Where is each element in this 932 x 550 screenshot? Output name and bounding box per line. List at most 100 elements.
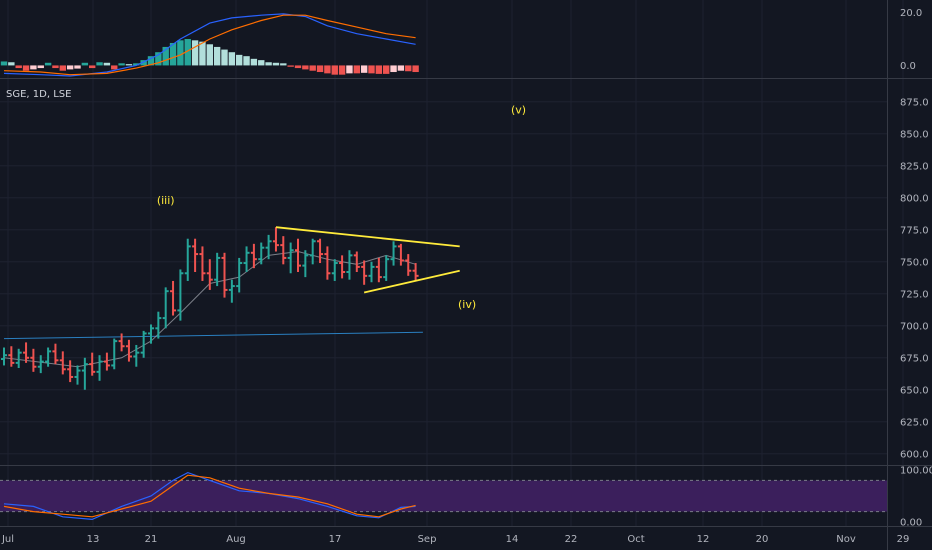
ohlc-bar xyxy=(265,234,272,260)
ohlc-bar xyxy=(74,365,81,385)
ohlc-bar xyxy=(280,236,287,265)
ohlc-bar xyxy=(228,279,235,303)
price-tick-label: 725.0 xyxy=(900,289,929,300)
time-tick-label: 20 xyxy=(756,534,769,545)
ohlc-bar xyxy=(103,352,110,371)
ohlc-bar xyxy=(295,238,301,272)
price-tick-label: 600.0 xyxy=(900,449,929,460)
macd-hist-bar xyxy=(287,65,294,67)
macd-hist-bar xyxy=(360,65,368,73)
time-tick-label: Aug xyxy=(226,534,246,545)
price-axis[interactable]: 875.0 850.0 825.0 800.0 775.0 750.0 725.0 700.0… xyxy=(900,97,929,460)
triangle-trendlines xyxy=(275,226,460,294)
wave-label: (iii) xyxy=(157,194,175,207)
ohlc-bar xyxy=(353,251,360,272)
price-tick-label: 700.0 xyxy=(900,321,929,332)
macd-hist-bar xyxy=(250,58,258,66)
trendline[interactable] xyxy=(275,226,460,248)
grid xyxy=(0,0,904,526)
ohlc-bar xyxy=(368,261,375,283)
macd-hist-bar xyxy=(213,46,221,66)
time-tick-label: 17 xyxy=(329,534,342,545)
macd-hist-bar xyxy=(191,40,199,66)
macd-hist-bar xyxy=(96,62,103,66)
macd-hist-bar xyxy=(412,65,419,73)
macd-hist-bar xyxy=(280,63,287,66)
macd-tick-label: 0.0 xyxy=(900,61,916,72)
ohlc-bar xyxy=(192,238,199,272)
ohlc-bar xyxy=(1,347,7,366)
macd-hist-bar xyxy=(206,44,213,66)
ohlc-bar xyxy=(221,252,228,298)
price-tick-label: 850.0 xyxy=(900,129,929,140)
ohlc-bar xyxy=(8,346,15,367)
macd-hist-bar xyxy=(22,65,30,71)
macd-hist-bar xyxy=(15,65,22,69)
ma-long-line xyxy=(3,331,423,340)
macd-hist-bar xyxy=(0,61,8,66)
macd-hist-bar xyxy=(89,65,96,69)
price-tick-label: 750.0 xyxy=(900,257,929,268)
macd-hist-bar xyxy=(294,65,302,69)
macd-hist-bar xyxy=(147,56,155,66)
ohlc-bar xyxy=(37,355,44,374)
ohlc-bar xyxy=(170,280,177,316)
time-axis[interactable]: Jul 13 21 Aug 17 Sep 14 22 Oct 12 20 Nov 29 xyxy=(1,534,909,545)
macd-hist-bar xyxy=(265,62,272,66)
ohlc-bar xyxy=(67,360,74,383)
ohlc-bar xyxy=(412,263,419,281)
ohlc-bar xyxy=(177,269,184,321)
ohlc-bar xyxy=(125,339,132,362)
price-tick-label: 800.0 xyxy=(900,193,929,204)
macd-histogram xyxy=(0,39,419,75)
wave-annotations: (iii) (v) (iv) xyxy=(157,103,526,311)
macd-hist-bar xyxy=(258,60,265,66)
ohlc-bar xyxy=(383,255,390,281)
ohlc-bar xyxy=(272,227,279,252)
ohlc-bar xyxy=(346,250,353,280)
rsi-tick-label: 100.00 xyxy=(900,466,932,477)
rsi-band xyxy=(0,480,887,512)
time-tick-label: Jul xyxy=(1,534,14,545)
ohlc-bar xyxy=(96,355,103,381)
macd-hist-bar xyxy=(118,63,125,66)
macd-hist-bar xyxy=(243,56,250,66)
ohlc-bar xyxy=(331,259,338,281)
price-tick-label: 650.0 xyxy=(900,385,929,396)
macd-hist-bar xyxy=(324,65,331,74)
ohlc-bars xyxy=(1,227,419,390)
macd-hist-bar xyxy=(397,65,405,71)
macd-hist-bar xyxy=(140,60,147,66)
ohlc-bar xyxy=(243,246,250,272)
macd-hist-bar xyxy=(390,65,397,73)
ohlc-bar xyxy=(287,242,294,274)
macd-hist-bar xyxy=(368,65,375,74)
trendline[interactable] xyxy=(363,269,460,294)
ohlc-bar xyxy=(405,254,412,276)
time-tick-label: Sep xyxy=(418,534,437,545)
macd-hist-bar xyxy=(338,65,346,75)
ohlc-bar xyxy=(133,344,140,367)
macd-hist-bar xyxy=(221,49,228,66)
ohlc-bar xyxy=(140,330,147,358)
macd-tick-label: 20.0 xyxy=(900,8,922,19)
macd-hist-bar xyxy=(81,62,89,66)
macd-hist-bar xyxy=(346,65,353,74)
wave-label: (iv) xyxy=(458,298,476,311)
ohlc-bar xyxy=(397,243,404,266)
macd-axis[interactable]: 20.0 0.0 xyxy=(900,8,922,72)
macd-hist-bar xyxy=(236,54,243,66)
macd-hist-bar xyxy=(302,65,309,70)
macd-hist-bar xyxy=(111,65,118,70)
macd-hist-bar xyxy=(184,39,191,66)
time-tick-label: 12 xyxy=(697,534,710,545)
ohlc-bar xyxy=(111,338,118,370)
ohlc-bar xyxy=(15,348,22,368)
macd-pane xyxy=(0,13,419,77)
rsi-axis[interactable]: 100.00 0.00 xyxy=(900,466,932,529)
wave-label: (v) xyxy=(511,103,526,116)
macd-hist-bar xyxy=(37,65,44,69)
ohlc-bar xyxy=(199,246,206,281)
